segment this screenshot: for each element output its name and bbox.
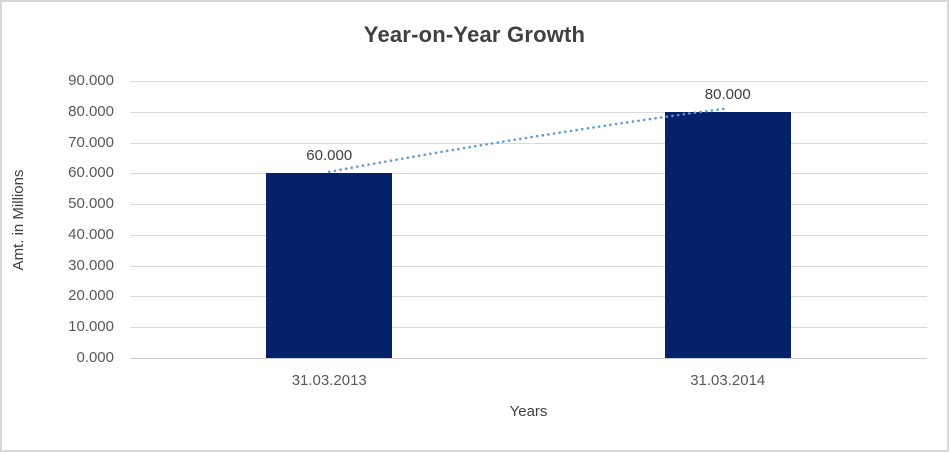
trendline-layer — [327, 106, 730, 174]
x-axis-tick-label: 31.03.2014 — [690, 372, 766, 389]
y-axis-tick-label: 50.000 — [68, 195, 114, 213]
y-axis-tick-label: 40.000 — [68, 225, 114, 243]
plot-area: 60.000 80.000 — [130, 81, 927, 359]
bar-value-label: 60.000 — [306, 147, 353, 165]
series-bar — [664, 111, 791, 358]
gridline — [130, 327, 927, 329]
y-axis-tick-label: 80.000 — [68, 102, 114, 120]
gridline — [130, 81, 927, 82]
gridline — [130, 296, 927, 298]
gridline — [130, 173, 927, 175]
gridline — [130, 265, 927, 267]
y-axis-tick-label: 90.000 — [68, 72, 114, 89]
y-axis-tick-label: 0.000 — [76, 349, 114, 366]
x-axis-line — [130, 358, 927, 359]
y-axis-tick-label: 70.000 — [68, 133, 114, 151]
x-axis-tick-label: 31.03.2013 — [291, 372, 367, 389]
y-axis-tick-label: 60.000 — [68, 164, 114, 182]
chart-title: Year-on-Year Growth — [363, 22, 586, 47]
gridline — [130, 111, 927, 113]
y-axis-tick-label: 30.000 — [68, 256, 114, 274]
x-axis-title: Years — [509, 403, 548, 420]
gridline — [130, 234, 927, 236]
y-axis-tick-label: 10.000 — [68, 318, 114, 336]
series-bar — [266, 173, 393, 358]
gridline — [130, 204, 927, 206]
y-axis-tick-label: 20.000 — [68, 287, 114, 305]
bar-value-label: 80.000 — [704, 85, 751, 103]
gridline — [130, 142, 927, 144]
